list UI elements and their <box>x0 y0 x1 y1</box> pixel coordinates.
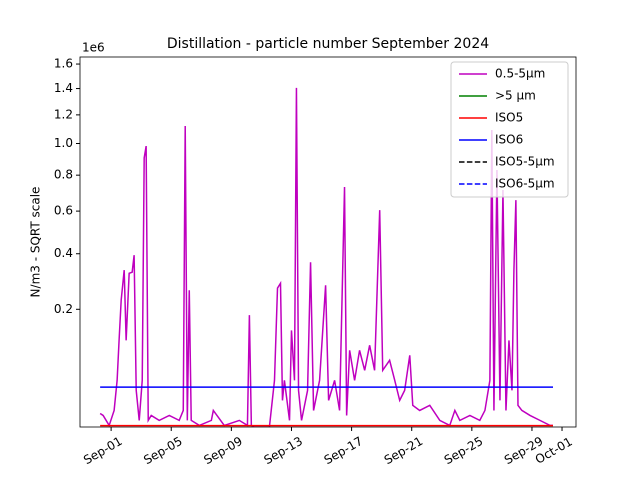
x-tick-label: Sep-05 <box>141 434 185 467</box>
legend-label: >5 µm <box>495 89 536 103</box>
y-tick-label: 0.4 <box>54 246 73 260</box>
axes-frame <box>79 56 577 428</box>
x-tick-label: Sep-25 <box>442 434 486 467</box>
x-tick-label: Sep-13 <box>261 434 305 467</box>
y-tick-label: 0.6 <box>54 204 73 218</box>
series-line <box>99 87 553 427</box>
legend-label: ISO6-5µm <box>495 177 555 191</box>
offset-text: 1e6 <box>82 41 105 55</box>
legend-label: ISO5 <box>495 111 523 125</box>
y-tick-label: 1.0 <box>54 136 73 150</box>
y-axis-label: N/m3 - SQRT scale <box>29 187 43 298</box>
legend-label: ISO5-5µm <box>495 155 555 169</box>
y-tick-label: 1.6 <box>54 57 73 71</box>
y-tick-label: 1.2 <box>54 107 73 121</box>
x-tick-label: Sep-09 <box>201 434 245 467</box>
x-tick-label: Sep-21 <box>382 434 426 467</box>
x-tick-label: Sep-17 <box>322 434 366 467</box>
legend-label: 0.5-5µm <box>495 67 545 81</box>
legend-label: ISO6 <box>495 133 523 147</box>
y-tick-label: 0.2 <box>54 302 73 316</box>
plot-area <box>99 87 553 427</box>
y-tick-label: 0.8 <box>54 168 73 182</box>
y-tick-label: 1.4 <box>54 81 73 95</box>
chart-title: Distillation - particle number September… <box>167 36 489 52</box>
x-tick-label: Sep-01 <box>81 434 125 467</box>
